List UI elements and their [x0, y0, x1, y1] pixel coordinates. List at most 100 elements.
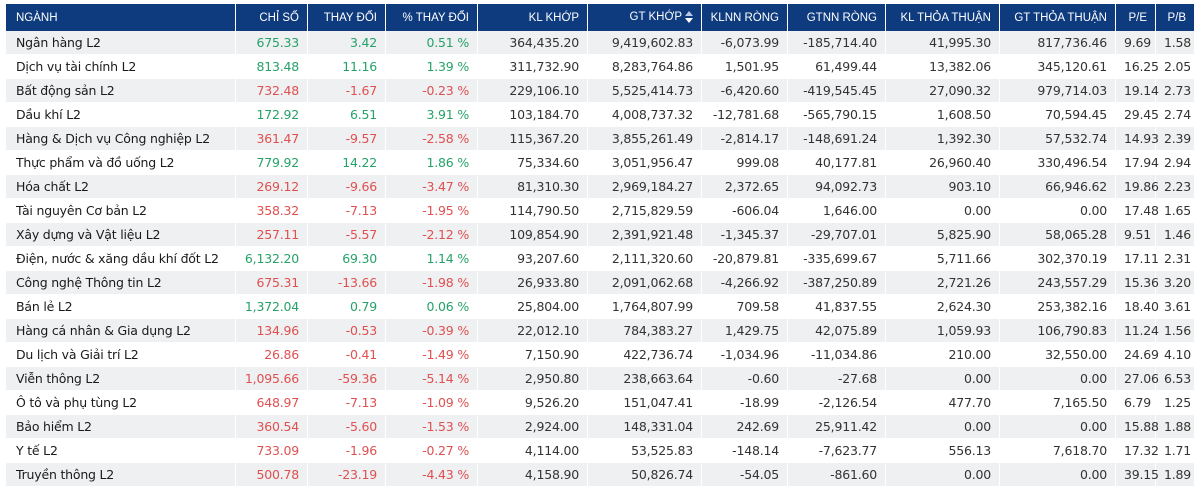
cell-change: -59.36 — [308, 367, 386, 391]
table-row[interactable]: Y tế L2 733.09 -1.96 -0.27 % 4,114.00 53,525.… — [6, 439, 1194, 463]
table-row[interactable]: Bán lẻ L2 1,372.04 0.79 0.06 % 25,804.00 1,76… — [6, 295, 1194, 319]
cell-pe: 19.86 — [1116, 175, 1159, 199]
cell-pct-change: -2.12 % — [386, 223, 478, 247]
cell-deal-vol: 2,721.26 — [886, 271, 1000, 295]
col-header-match-vol[interactable]: KL KHỚP — [478, 4, 588, 31]
cell-sector: Hàng & Dịch vụ Công nghiệp L2 — [6, 127, 236, 151]
cell-deal-val: 302,370.19 — [1000, 247, 1116, 271]
cell-match-val: 238,663.64 — [588, 367, 702, 391]
cell-pct-change: 3.91 % — [386, 103, 478, 127]
cell-index: 361.47 — [236, 127, 308, 151]
table-row[interactable]: Công nghệ Thông tin L2 675.31 -13.66 -1.98 … — [6, 271, 1194, 295]
col-header-index[interactable]: CHỈ SỐ — [236, 4, 308, 31]
cell-index: 1,095.66 — [236, 367, 308, 391]
cell-sector: Bất động sản L2 — [6, 79, 236, 103]
cell-pct-change: -0.27 % — [386, 439, 478, 463]
cell-deal-val: 817,736.46 — [1000, 31, 1116, 55]
cell-deal-vol: 0.00 — [886, 199, 1000, 223]
cell-deal-vol: 1,608.50 — [886, 103, 1000, 127]
col-header-match-val-label: GT KHỚP — [629, 11, 682, 24]
table-row[interactable]: Dầu khí L2 172.92 6.51 3.91 % 103,184.70 4,00… — [6, 103, 1194, 127]
cell-match-val: 2,091,062.68 — [588, 271, 702, 295]
cell-sector: Y tế L2 — [6, 439, 236, 463]
cell-sector: Ngân hàng L2 — [6, 31, 236, 55]
cell-sector: Hàng cá nhân & Gia dụng L2 — [6, 319, 236, 343]
cell-foreign-net-val: -387,250.89 — [788, 271, 886, 295]
cell-sector: Công nghệ Thông tin L2 — [6, 271, 236, 295]
cell-pb: 3.61 — [1156, 295, 1194, 319]
sector-table-container: NGÀNH CHỈ SỐ THAY ĐỔI % THAY ĐỔI KL KHỚP… — [6, 4, 1194, 487]
table-row[interactable]: Tài nguyên Cơ bản L2 358.32 -7.13 -1.95 % 11… — [6, 199, 1194, 223]
cell-deal-vol: 5,825.90 — [886, 223, 1000, 247]
cell-foreign-net-vol: -6,073.99 — [702, 31, 788, 55]
table-row[interactable]: Thực phẩm và đồ uống L2 779.92 14.22 1.86 %… — [6, 151, 1194, 175]
cell-match-val: 3,051,956.47 — [588, 151, 702, 175]
table-row[interactable]: Xây dựng và Vật liệu L2 257.11 -5.57 -2.12 … — [6, 223, 1194, 247]
cell-foreign-net-vol: -0.60 — [702, 367, 788, 391]
cell-index: 172.92 — [236, 103, 308, 127]
table-row[interactable]: Du lịch và Giải trí L2 26.86 -0.41 -1.49 % 7… — [6, 343, 1194, 367]
cell-index: 257.11 — [236, 223, 308, 247]
cell-pct-change: 0.06 % — [386, 295, 478, 319]
cell-match-vol: 25,804.00 — [478, 295, 588, 319]
cell-pb: 1.71 — [1156, 439, 1194, 463]
table-row[interactable]: Ô tô và phụ tùng L2 648.97 -7.13 -1.09 % 9,5… — [6, 391, 1194, 415]
cell-pe: 16.25 — [1116, 55, 1159, 79]
cell-change: 14.22 — [308, 151, 386, 175]
cell-deal-vol: 210.00 — [886, 343, 1000, 367]
table-row[interactable]: Hàng cá nhân & Gia dụng L2 134.96 -0.53 -0.… — [6, 319, 1194, 343]
table-row[interactable]: Dịch vụ tài chính L2 813.48 11.16 1.39 % 311… — [6, 55, 1194, 79]
cell-index: 26.86 — [236, 343, 308, 367]
table-row[interactable]: Bảo hiểm L2 360.54 -5.60 -1.53 % 2,924.00 148… — [6, 415, 1194, 439]
table-row[interactable]: Hóa chất L2 269.12 -9.66 -3.47 % 81,310.30 2,… — [6, 175, 1194, 199]
cell-match-val: 2,111,320.60 — [588, 247, 702, 271]
col-header-pe[interactable]: P/E — [1116, 4, 1156, 31]
cell-match-vol: 7,150.90 — [478, 343, 588, 367]
table-row[interactable]: Hàng & Dịch vụ Công nghiệp L2 361.47 -9.57… — [6, 127, 1194, 151]
cell-pb: 2.31 — [1156, 247, 1194, 271]
col-header-sector[interactable]: NGÀNH — [6, 4, 236, 31]
table-row[interactable]: Ngân hàng L2 675.33 3.42 0.51 % 364,435.20 9,… — [6, 31, 1194, 55]
sort-arrows-icon[interactable] — [685, 11, 693, 24]
cell-sector: Ô tô và phụ tùng L2 — [6, 391, 236, 415]
col-header-match-val[interactable]: GT KHỚP — [588, 4, 702, 31]
cell-match-val: 2,969,184.27 — [588, 175, 702, 199]
cell-foreign-net-val: 94,092.73 — [788, 175, 886, 199]
table-row[interactable]: Bất động sản L2 732.48 -1.67 -0.23 % 229,106… — [6, 79, 1194, 103]
cell-foreign-net-vol: 2,372.65 — [702, 175, 788, 199]
cell-foreign-net-vol: -4,266.92 — [702, 271, 788, 295]
cell-change: 6.51 — [308, 103, 386, 127]
cell-pb: 1.88 — [1156, 415, 1194, 439]
cell-pb: 1.65 — [1156, 199, 1194, 223]
table-row[interactable]: Truyền thông L2 500.78 -23.19 -4.43 % 4,158.… — [6, 463, 1194, 487]
table-row[interactable]: Điện, nước & xăng dầu khí đốt L2 6,132.20… — [6, 247, 1194, 271]
cell-index: 675.33 — [236, 31, 308, 55]
col-header-pb[interactable]: P/B — [1156, 4, 1194, 31]
col-header-foreign-net-vol[interactable]: KLNN RÒNG — [702, 4, 788, 31]
col-header-pct-change[interactable]: % THAY ĐỔI — [386, 4, 478, 31]
cell-pb: 2.74 — [1156, 103, 1194, 127]
col-header-deal-vol[interactable]: KL THỎA THUẬN — [886, 4, 1000, 31]
cell-deal-val: 106,790.83 — [1000, 319, 1116, 343]
cell-pct-change: 0.51 % — [386, 31, 478, 55]
col-header-change[interactable]: THAY ĐỔI — [308, 4, 386, 31]
col-header-deal-val[interactable]: GT THỎA THUẬN — [1000, 4, 1116, 31]
cell-pct-change: 1.14 % — [386, 247, 478, 271]
cell-foreign-net-val: -335,699.67 — [788, 247, 886, 271]
cell-match-vol: 4,158.90 — [478, 463, 588, 487]
col-header-foreign-net-val[interactable]: GTNN RÒNG — [788, 4, 886, 31]
cell-match-val: 3,855,261.49 — [588, 127, 702, 151]
cell-index: 733.09 — [236, 439, 308, 463]
cell-match-val: 9,419,602.83 — [588, 31, 702, 55]
cell-index: 732.48 — [236, 79, 308, 103]
sector-table: NGÀNH CHỈ SỐ THAY ĐỔI % THAY ĐỔI KL KHỚP… — [6, 4, 1194, 487]
cell-pb: 1.46 — [1156, 223, 1194, 247]
cell-deal-val: 58,065.28 — [1000, 223, 1116, 247]
cell-sector: Xây dựng và Vật liệu L2 — [6, 223, 236, 247]
cell-deal-vol: 26,960.40 — [886, 151, 1000, 175]
table-row[interactable]: Viễn thông L2 1,095.66 -59.36 -5.14 % 2,950.… — [6, 367, 1194, 391]
cell-change: -0.41 — [308, 343, 386, 367]
cell-pct-change: -3.47 % — [386, 175, 478, 199]
cell-foreign-net-vol: 709.58 — [702, 295, 788, 319]
cell-pe: 14.93 — [1116, 127, 1159, 151]
